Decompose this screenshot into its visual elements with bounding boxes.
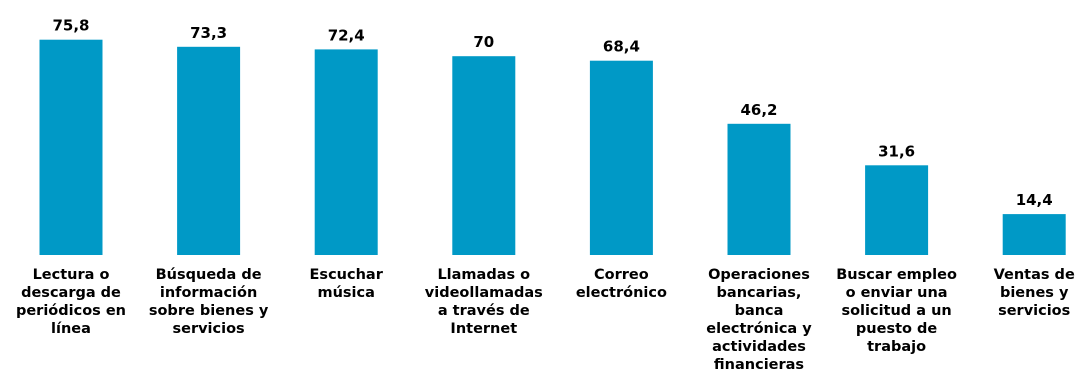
category-label-5: Correo electrónico xyxy=(575,267,667,301)
bar-3 xyxy=(314,49,378,256)
value-label-3: 72,4 xyxy=(328,26,365,44)
value-label-6: 46,2 xyxy=(740,101,777,119)
bar-4 xyxy=(452,56,516,256)
value-label-2: 73,3 xyxy=(190,24,227,42)
category-label-8: Ventas de bienes y servicios xyxy=(993,267,1075,319)
category-label-1: Lectura o descarga de periódicos en líne… xyxy=(15,267,127,337)
category-label-2: Búsqueda de información sobre bienes y s… xyxy=(148,267,269,337)
bar-6 xyxy=(727,123,791,255)
value-label-5: 68,4 xyxy=(603,38,640,56)
bar-8 xyxy=(1002,214,1066,255)
value-label-7: 31,6 xyxy=(878,142,915,160)
value-label-1: 75,8 xyxy=(52,17,89,35)
category-label-6: Operaciones bancarias, banca electrónica… xyxy=(706,267,812,373)
bar-7 xyxy=(865,165,929,255)
bar-1 xyxy=(39,39,103,256)
value-label-4: 70 xyxy=(473,33,494,51)
category-label-3: Escuchar música xyxy=(309,267,383,301)
category-label-4: Llamadas o videollamadas a través de Int… xyxy=(424,267,543,337)
bar-2 xyxy=(177,46,241,255)
bar-5 xyxy=(589,60,653,256)
value-label-8: 14,4 xyxy=(1016,191,1053,209)
category-label-7: Buscar empleo o enviar una solicitud a u… xyxy=(836,267,957,355)
